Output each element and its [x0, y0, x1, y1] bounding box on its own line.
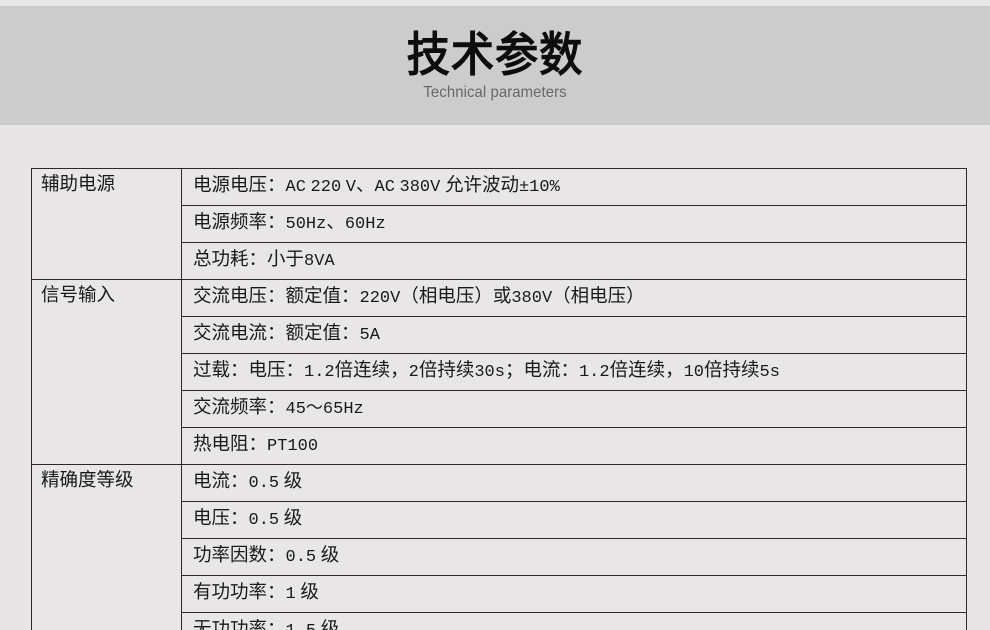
numeric-run: V: [345, 178, 356, 197]
group-label: 信号输入: [41, 286, 116, 306]
group-label-cell: 辅助电源: [31, 168, 182, 280]
page-subtitle: Technical parameters: [423, 83, 567, 101]
numeric-run: 10: [683, 363, 705, 382]
numeric-run: 0.5: [285, 548, 317, 567]
numeric-run: 5s: [759, 363, 780, 382]
spec-value: 电压：0.5 级: [193, 503, 302, 538]
spec-value: 热电阻：PT100: [193, 429, 319, 464]
specifications-table: 辅助电源 电源电压：AC 220 V、AC 380V 允许波动±10% 电源频率：5…: [31, 168, 967, 630]
specifications-table-body: 辅助电源 电源电压：AC 220 V、AC 380V 允许波动±10% 电源频率：5…: [31, 168, 967, 630]
numeric-run: 60Hz: [344, 215, 386, 234]
table-row: 热电阻：PT100: [32, 427, 967, 465]
spec-value-cell: 过载：电压：1.2倍连续，2倍持续30s；电流：1.2倍连续，10倍持续5s: [181, 353, 967, 391]
spec-value-cell: 交流电压：额定值：220V（相电压）或380V（相电压）: [181, 279, 967, 317]
numeric-run: 0.5: [248, 511, 280, 530]
spec-value: 有功功率：1 级: [193, 577, 319, 612]
content-area: 辅助电源 电源电压：AC 220 V、AC 380V 允许波动±10% 电源频率：5…: [0, 125, 990, 630]
group-label-cell: 精确度等级: [31, 464, 182, 630]
table-row: 功率因数：0.5 级: [32, 538, 967, 576]
group-label-cell: 信号输入: [31, 279, 182, 465]
spec-value-cell: 有功功率：1 级: [181, 575, 967, 613]
spec-value: 交流电流：额定值：5A: [193, 318, 380, 353]
spec-value: 交流频率：45～65Hz: [193, 392, 364, 427]
numeric-run: 1: [285, 585, 296, 604]
spec-value-cell: 总功耗：小于8VA: [181, 242, 967, 280]
table-row: 精确度等级 电流：0.5 级: [31, 464, 967, 630]
spec-value: 总功耗：小于8VA: [193, 244, 335, 279]
numeric-run: 30s: [474, 363, 505, 382]
spec-value-cell: 电源电压：AC 220 V、AC 380V 允许波动±10%: [181, 168, 967, 206]
spec-value: 交流电压：额定值：220V（相电压）或380V（相电压）: [193, 281, 645, 316]
numeric-run: 1.5: [286, 615, 317, 630]
spec-value: 电流：0.5 级: [193, 466, 302, 501]
spec-value-cell: 功率因数：0.5 级: [181, 538, 967, 576]
spec-value-cell: 热电阻：PT100: [181, 427, 967, 465]
numeric-run: 2: [408, 363, 419, 382]
table-row: 电压：0.5 级: [32, 501, 967, 539]
spec-value: 电源电压：AC 220 V、AC 380V 允许波动±10%: [193, 170, 560, 205]
spec-value: 过载：电压：1.2倍连续，2倍持续30s；电流：1.2倍连续，10倍持续5s: [193, 355, 780, 390]
page-title: 技术参数: [406, 27, 584, 81]
spec-value-cell: 电流：0.5 级: [181, 464, 967, 502]
spec-value-cell: 电源频率：50Hz、60Hz: [181, 205, 967, 243]
numeric-run: PT100: [267, 437, 319, 456]
header-text-block: 技术参数 Technical parameters: [0, 6, 990, 125]
spec-value-cell: 无功功率：1.5 级: [181, 612, 967, 630]
numeric-run: 45～65Hz: [285, 400, 364, 419]
numeric-run: 50Hz: [285, 215, 327, 234]
numeric-run: AC: [374, 178, 395, 197]
numeric-run: 8VA: [304, 252, 335, 271]
spec-value-cell: 交流电流：额定值：5A: [181, 316, 967, 354]
spec-value-cell: 交流频率：45～65Hz: [181, 390, 967, 428]
group-label: 精确度等级: [41, 471, 134, 491]
table-row: 交流电流：额定值：5A: [32, 316, 967, 354]
table-row: 信号输入 交流电压：额定值：220V（相电压）或380V（相电压）: [31, 279, 967, 465]
table-row: 过载：电压：1.2倍连续，2倍持续30s；电流：1.2倍连续，10倍持续5s: [32, 353, 967, 391]
spec-value: 无功功率：1.5 级: [193, 614, 339, 630]
numeric-run: 0.5: [248, 474, 280, 493]
table-row: 电源频率：50Hz、60Hz: [32, 205, 967, 243]
spec-value-cell: 电压：0.5 级: [181, 501, 967, 539]
numeric-run: 220V: [359, 289, 401, 308]
numeric-run: AC: [285, 178, 306, 197]
numeric-run: ±10%: [518, 178, 560, 197]
table-row: 总功耗：小于8VA: [32, 242, 967, 280]
numeric-run: 5A: [359, 326, 380, 345]
table-row: 辅助电源 电源电压：AC 220 V、AC 380V 允许波动±10%: [31, 168, 967, 280]
header-banner: 技术参数 Technical parameters: [0, 6, 990, 125]
numeric-run: 220: [310, 178, 342, 197]
group-label: 辅助电源: [41, 175, 116, 195]
table-row: 交流频率：45～65Hz: [32, 390, 967, 428]
spec-value: 电源频率：50Hz、60Hz: [193, 207, 386, 242]
numeric-run: 1.2: [578, 363, 610, 382]
spec-value: 功率因数：0.5 级: [193, 540, 339, 575]
numeric-run: 380V: [399, 178, 441, 197]
table-row: 有功功率：1 级: [32, 575, 967, 613]
numeric-run: 1.2: [304, 363, 335, 382]
numeric-run: 380V: [511, 289, 553, 308]
table-row: 无功功率：1.5 级: [32, 612, 967, 630]
